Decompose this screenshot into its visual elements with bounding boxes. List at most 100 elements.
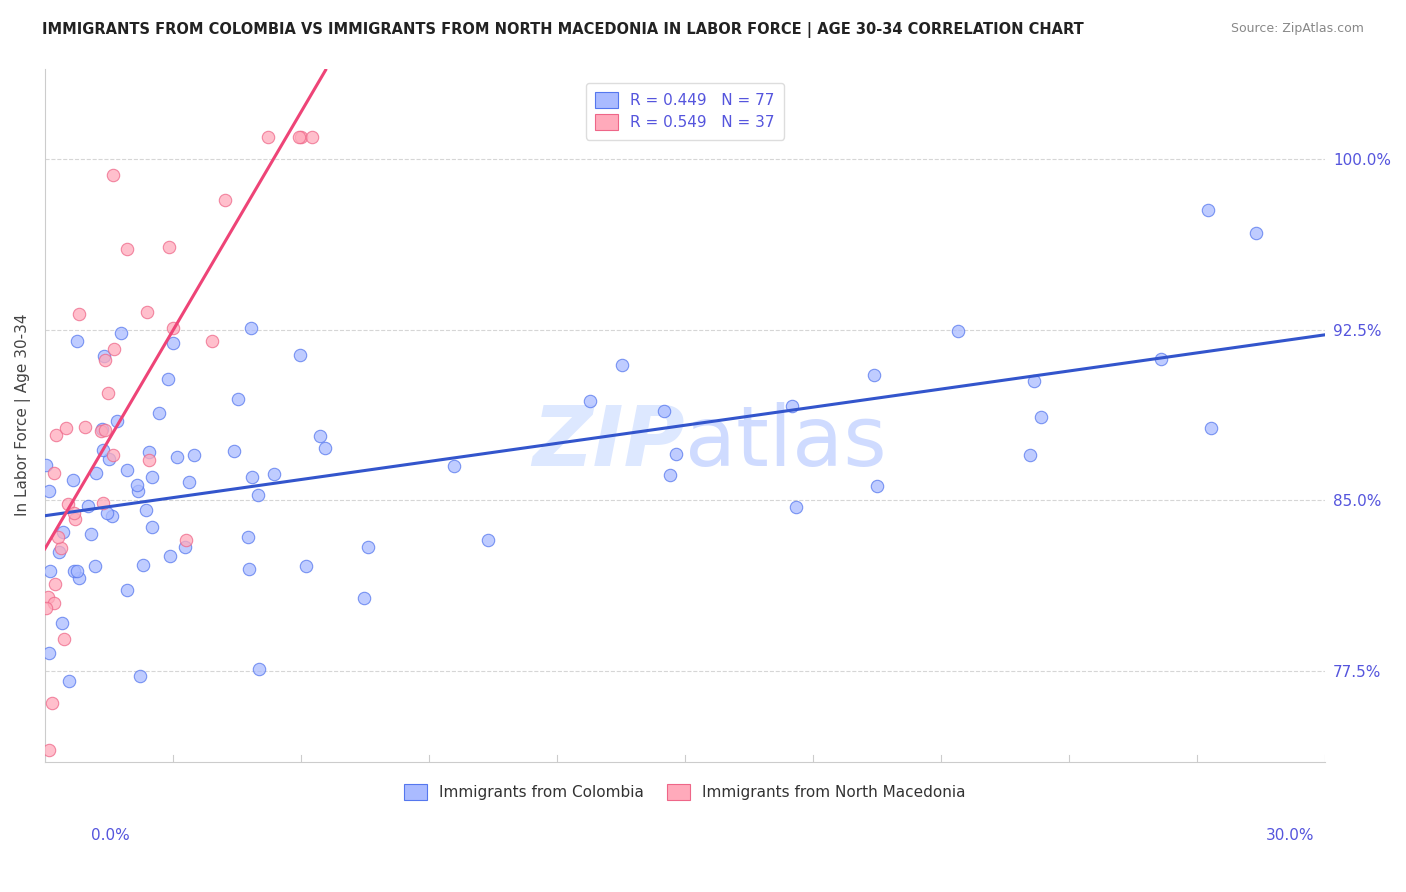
Point [173,540,195,554]
Text: 30.0%: 30.0% [1267,828,1315,843]
Point [45,427,67,442]
Point [156,372,179,386]
Point [62,473,84,487]
Point [177,475,200,490]
Point [103,169,125,183]
Point [37,590,59,604]
Point [35,600,58,615]
Point [578,394,600,409]
Point [141,519,163,533]
Point [866,479,889,493]
Point [51,615,73,630]
Point [135,503,157,517]
Point [93,349,115,363]
Point [224,443,246,458]
Point [443,459,465,474]
Point [80,527,103,541]
Point [290,129,312,144]
Point [53,632,76,647]
Point [288,129,311,144]
Point [110,326,132,340]
Point [247,662,270,676]
Point [238,561,260,575]
Point [201,334,224,348]
Point [183,449,205,463]
Point [309,429,332,443]
Point [52,525,75,540]
Point [353,591,375,606]
Point [90,422,112,436]
Point [86,466,108,480]
Text: Source: ZipAtlas.com: Source: ZipAtlas.com [1230,22,1364,36]
Point [214,193,236,207]
Point [238,530,260,544]
Point [117,583,139,598]
Point [66,564,89,578]
Point [44,577,66,591]
Point [294,559,316,574]
Point [785,500,807,515]
Point [314,442,336,456]
Point [127,478,149,492]
Point [132,558,155,572]
Point [228,392,250,406]
Legend: Immigrants from Colombia, Immigrants from North Macedonia: Immigrants from Colombia, Immigrants fro… [398,778,972,806]
Point [357,541,380,555]
Point [38,564,60,578]
Point [148,406,170,420]
Point [135,304,157,318]
Point [56,497,79,511]
Point [1150,351,1173,366]
Point [46,530,69,544]
Point [103,342,125,356]
Point [162,335,184,350]
Point [162,321,184,335]
Point [141,470,163,484]
Point [946,324,969,338]
Point [48,544,70,558]
Point [55,421,77,435]
Point [83,558,105,573]
Point [1199,420,1222,434]
Point [44,596,66,610]
Text: IMMIGRANTS FROM COLOMBIA VS IMMIGRANTS FROM NORTH MACEDONIA IN LABOR FORCE | AGE: IMMIGRANTS FROM COLOMBIA VS IMMIGRANTS F… [42,22,1084,38]
Point [659,468,682,483]
Point [115,242,138,256]
Point [1029,409,1052,424]
Point [35,458,58,472]
Point [41,696,63,710]
Point [38,484,60,499]
Point [67,571,90,585]
Point [652,403,675,417]
Point [97,386,120,401]
Point [159,549,181,563]
Point [246,487,269,501]
Point [301,129,323,144]
Point [1024,374,1046,388]
Point [166,450,188,464]
Point [138,453,160,467]
Point [73,419,96,434]
Y-axis label: In Labor Force | Age 30-34: In Labor Force | Age 30-34 [15,314,31,516]
Point [1244,227,1267,241]
Point [44,466,66,480]
Point [780,400,803,414]
Point [290,348,312,362]
Point [65,512,87,526]
Point [38,743,60,757]
Point [115,463,138,477]
Point [477,533,499,547]
Point [58,673,80,688]
Point [66,334,89,348]
Point [51,541,73,556]
Text: atlas: atlas [685,402,887,483]
Point [665,447,688,461]
Point [98,451,121,466]
Point [263,467,285,481]
Point [101,508,124,523]
Point [63,564,86,578]
Point [239,320,262,334]
Point [96,506,118,520]
Point [257,129,280,144]
Point [94,423,117,437]
